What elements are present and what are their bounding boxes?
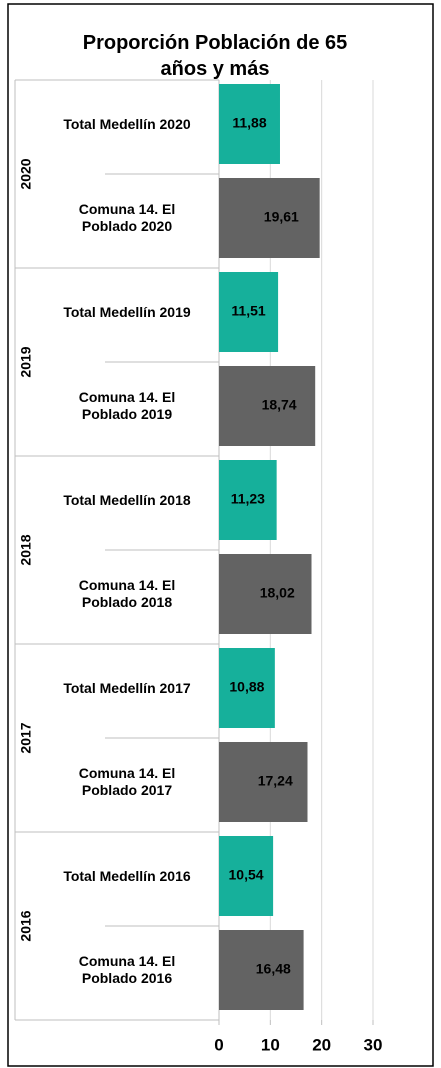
- bar: [219, 554, 312, 634]
- value-label: 19,61: [264, 209, 299, 225]
- value-label: 17,24: [258, 773, 293, 789]
- value-label: 16,48: [256, 961, 291, 977]
- bar: [219, 742, 308, 822]
- group-label: 2018: [18, 534, 34, 565]
- y-tick-label: Comuna 14. El Poblado 2016: [78, 953, 176, 986]
- y-tick-label: Total Medellín 2018: [63, 491, 191, 508]
- value-label: 11,88: [232, 115, 266, 131]
- bar: [219, 178, 320, 258]
- y-tick-label: Total Medellín 2017: [63, 679, 191, 696]
- bar: [219, 836, 274, 916]
- bar: [219, 84, 280, 164]
- x-tick-label: 0: [214, 1035, 223, 1054]
- value-label: 18,74: [262, 397, 297, 413]
- chart-title: Proporción Población de 65 años y más: [82, 32, 348, 80]
- x-tick-label: 10: [261, 1035, 280, 1054]
- x-tick-label: 20: [312, 1035, 331, 1054]
- y-tick-label: Total Medellín 2016: [63, 867, 191, 884]
- y-tick-label: Comuna 14. El Poblado 2017: [78, 765, 176, 798]
- y-tick-label: Total Medellín 2019: [63, 303, 191, 320]
- y-tick-label: Comuna 14. El Poblado 2019: [78, 389, 176, 422]
- y-tick-label: Comuna 14. El Poblado 2020: [78, 201, 176, 234]
- x-tick-label: 30: [364, 1035, 383, 1054]
- value-label: 10,54: [229, 867, 264, 883]
- group-label: 2019: [18, 346, 34, 377]
- y-tick-label: Total Medellín 2020: [63, 115, 191, 132]
- value-label: 11,51: [231, 303, 265, 319]
- group-label: 2020: [18, 158, 34, 189]
- bar: [219, 930, 304, 1010]
- y-tick-label: Comuna 14. El Poblado 2018: [78, 577, 176, 610]
- bar: [219, 366, 316, 446]
- value-label: 11,23: [231, 491, 265, 507]
- value-label: 18,02: [260, 585, 295, 601]
- bar: [219, 272, 279, 352]
- value-label: 10,88: [229, 679, 264, 695]
- frame: [7, 3, 434, 1067]
- group-label: 2017: [18, 722, 34, 753]
- bar: [219, 460, 277, 540]
- bar: [219, 648, 275, 728]
- group-label: 2016: [18, 910, 34, 941]
